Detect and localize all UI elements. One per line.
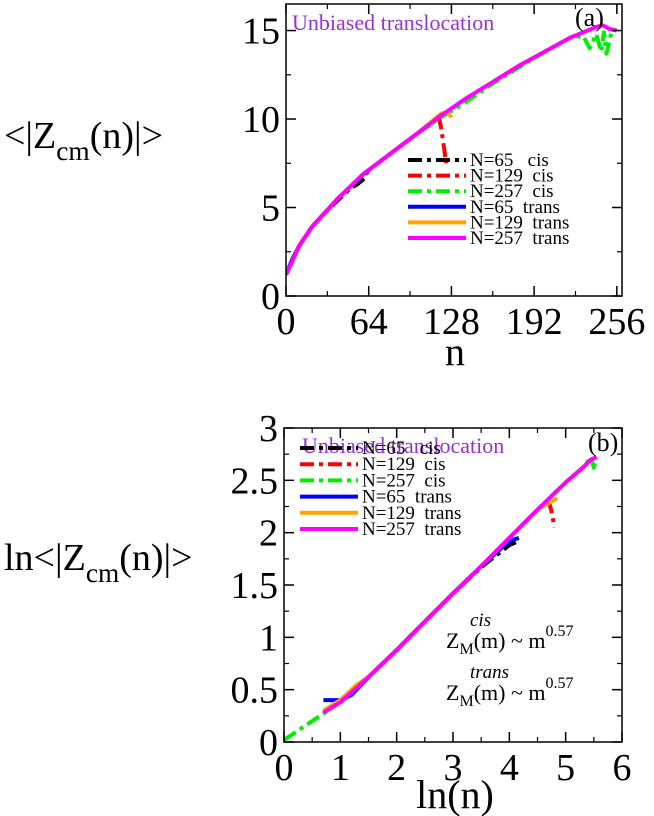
y-tick-label: 2	[259, 513, 278, 555]
x-tick-label: 5	[556, 747, 575, 789]
x-tick-label: 128	[423, 301, 480, 343]
legend-entry: N=257 trans	[362, 519, 461, 540]
series-line-6	[286, 23, 618, 276]
fit-subscript: M	[459, 693, 473, 710]
fit-rest: (m) ~ m	[474, 628, 546, 653]
legend-entry: N=65 cis	[470, 150, 549, 171]
y-tick-label: 1.5	[231, 565, 279, 607]
annotation-text: Unbiased translocation	[302, 433, 504, 458]
legend-entry: N=257 cis	[362, 470, 446, 491]
annotation-text: Unbiased translocation	[292, 10, 494, 35]
y-tick-label: 3	[259, 408, 278, 450]
series-line-4	[286, 170, 370, 276]
series-line-5	[286, 110, 454, 276]
y-tick-label: 5	[261, 188, 280, 230]
y-label-subscript: cm	[86, 558, 119, 588]
x-tick-label: 1	[331, 747, 350, 789]
series-line-2	[286, 113, 449, 276]
y-tick-label: 15	[242, 11, 280, 53]
x-tick-label: 2	[387, 747, 406, 789]
legend-entry: N=129 trans	[362, 503, 461, 524]
x-tick-label: 64	[350, 301, 388, 343]
panel-label: (b)	[588, 428, 618, 457]
fit-subscript: M	[459, 641, 473, 658]
x-tick-label: 0	[275, 747, 294, 789]
x-axis-label: ln(n)	[416, 772, 494, 816]
y-axis-label: <|Zcm(n)|>	[4, 115, 163, 166]
x-tick-label: 6	[613, 747, 632, 789]
x-axis-label: n	[445, 329, 465, 374]
y-tick-label: 10	[242, 99, 280, 141]
y-label-main: <|Z	[4, 115, 56, 157]
fit-rest: (m) ~ m	[474, 680, 546, 705]
y-label-rest: (n)|>	[90, 115, 163, 157]
y-tick-label: 0	[259, 722, 278, 764]
legend-entry: N=65 trans	[470, 197, 560, 218]
fit-label-superscript: cis	[470, 610, 491, 631]
y-label-rest: (n)|>	[119, 537, 192, 579]
y-label-subscript: cm	[56, 136, 89, 166]
x-tick-label: 3	[444, 747, 463, 789]
fit-label: ZM(m) ~ m0.57	[446, 623, 573, 658]
legend-entry: N=257 trans	[470, 228, 569, 249]
y-tick-label: 1	[259, 617, 278, 659]
panel-a: 0 64 128 192 256 0 5 10 15 n <|Zcm(n)|> Unbiased tr…	[4, 3, 645, 374]
panel-b: 0 1 2 3 4 5 600.511.522.53ln(n)ln<|Zcm(n)|>Unb…	[4, 408, 632, 816]
fit-exponent: 0.57	[545, 675, 573, 692]
x-tick-label: 4	[500, 747, 519, 789]
series-line-6	[322, 455, 598, 715]
fit-label-superscript: trans	[470, 662, 509, 683]
fit-label: ZM(m) ~ m0.57	[446, 675, 573, 710]
series-group	[284, 455, 599, 742]
legend-entry: N=65 cis	[362, 438, 441, 459]
y-tick-label: 0.5	[231, 670, 279, 712]
fit-base: Z	[446, 628, 459, 653]
x-tick-label: 256	[588, 301, 645, 343]
series-line-1	[338, 539, 520, 704]
series-group	[286, 23, 618, 276]
legend-entry: N=257 cis	[470, 181, 554, 202]
y-axis-label: ln<|Zcm(n)|>	[4, 537, 193, 588]
legend-entry: N=129 trans	[470, 212, 569, 233]
panel-label: (a)	[575, 3, 604, 32]
series-line-1	[286, 174, 369, 276]
x-tick-label: 192	[506, 301, 563, 343]
y-tick-label: 2.5	[231, 460, 279, 502]
x-tick-label: 0	[277, 301, 296, 343]
fit-exponent: 0.57	[545, 623, 573, 640]
plot-frame	[285, 3, 623, 297]
legend-entry: N=65 trans	[362, 487, 452, 508]
legend-entry: N=129 cis	[470, 166, 554, 187]
y-tick-label: 0	[261, 276, 280, 318]
fit-base: Z	[446, 680, 459, 705]
y-label-main: ln<|Z	[4, 537, 86, 579]
legend-entry: N=129 cis	[362, 454, 446, 475]
